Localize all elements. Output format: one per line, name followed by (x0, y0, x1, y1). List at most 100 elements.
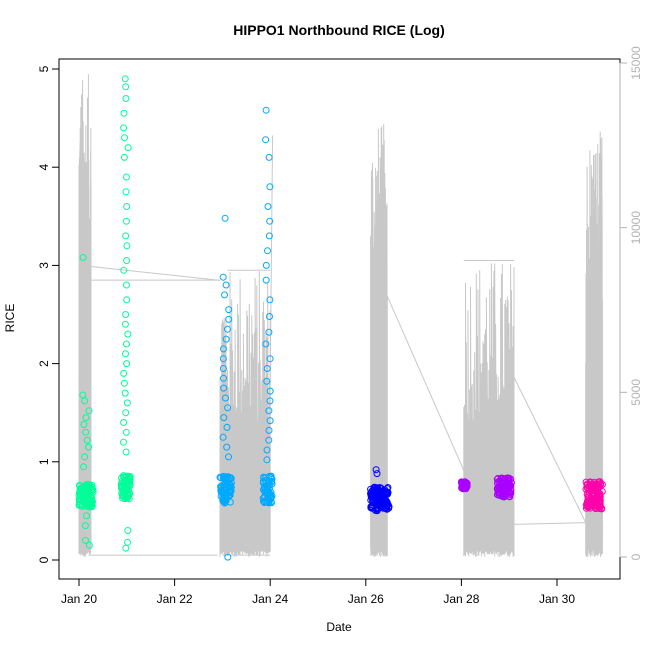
data-point (121, 134, 128, 142)
data-point (123, 399, 131, 407)
data-point (122, 188, 130, 196)
y-tick-label: 5 (37, 65, 51, 72)
data-point (220, 414, 228, 422)
data-point (462, 484, 470, 492)
data-point (505, 477, 513, 485)
data-point (217, 484, 225, 492)
data-point (224, 325, 231, 333)
data-point (266, 296, 274, 304)
data-point (596, 495, 604, 503)
secondary-transit (513, 376, 587, 523)
data-point (218, 487, 226, 495)
data-point (81, 522, 89, 530)
data-point (86, 482, 94, 490)
data-point (263, 486, 271, 494)
data-point (120, 473, 128, 481)
data-point (262, 261, 270, 269)
data-point (582, 501, 590, 509)
data-point (120, 438, 127, 446)
data-point (383, 500, 391, 507)
data-point (123, 242, 131, 250)
data-point (123, 173, 130, 181)
data-point (76, 490, 84, 497)
data-point (506, 488, 513, 496)
axes-layer: Jan 20 Jan 22 Jan 24 Jan 26 Jan 28 Jan 30 0 1 2 3… (37, 46, 643, 606)
plot-frame (58, 58, 621, 580)
data-point (121, 75, 129, 83)
data-point (123, 494, 131, 501)
x-tick-label: Jan 30 (539, 592, 575, 606)
data-point (82, 414, 90, 422)
y2-tick-label: 10000 (629, 211, 643, 245)
data-point (497, 490, 505, 498)
data-point (262, 478, 270, 486)
data-point (85, 443, 93, 451)
data-point (120, 266, 128, 274)
data-point (367, 496, 375, 504)
data-point (122, 95, 130, 102)
data-point (494, 475, 502, 482)
data-point (222, 281, 230, 289)
data-point (81, 397, 89, 405)
data-point (222, 495, 230, 503)
data-point (265, 328, 273, 336)
data-point (219, 433, 227, 441)
data-point (121, 320, 129, 328)
data-point (267, 472, 275, 480)
data-point (82, 428, 90, 436)
data-point (219, 273, 227, 281)
data-point (122, 83, 130, 91)
data-point (79, 254, 87, 261)
x-tick-label: Jan 22 (157, 592, 193, 606)
data-point (120, 153, 128, 161)
data-point (596, 501, 604, 509)
y-tick-label: 2 (37, 360, 51, 367)
data-point (494, 491, 502, 499)
data-point (216, 473, 224, 481)
data-point (220, 384, 228, 392)
data-point (226, 481, 234, 488)
data-point (85, 497, 93, 505)
data-point (265, 153, 273, 161)
data-point (222, 335, 230, 343)
data-point (268, 475, 276, 483)
data-point (225, 315, 233, 323)
data-point (123, 203, 131, 210)
data-point (261, 486, 269, 494)
data-point (120, 124, 128, 132)
data-point (219, 365, 227, 372)
data-points-layer (75, 75, 606, 561)
data-point (263, 446, 271, 454)
data-point (77, 484, 85, 492)
data-point (124, 527, 132, 534)
x-tick-label: Jan 24 (252, 592, 288, 606)
data-point (81, 453, 89, 461)
data-point (80, 421, 88, 428)
data-point (122, 217, 130, 225)
x-tick-label: Jan 26 (348, 592, 384, 606)
data-point (226, 484, 234, 492)
data-point (586, 502, 594, 510)
data-point (83, 512, 90, 520)
data-point (372, 466, 380, 474)
data-point (501, 483, 509, 491)
data-point (223, 443, 231, 451)
data-point (81, 486, 89, 494)
data-point (221, 291, 228, 299)
data-point (224, 404, 232, 412)
data-point (88, 497, 96, 505)
data-point (87, 491, 95, 499)
data-point (266, 313, 273, 320)
secondary-transit (90, 266, 221, 281)
data-point (265, 436, 273, 444)
y-tick-label: 3 (37, 262, 51, 269)
x-tick-label: Jan 28 (443, 592, 479, 606)
data-point (124, 330, 132, 338)
data-point (266, 183, 274, 191)
data-point (225, 453, 232, 461)
data-point (122, 428, 130, 436)
data-point (264, 203, 272, 210)
data-point (123, 257, 131, 264)
